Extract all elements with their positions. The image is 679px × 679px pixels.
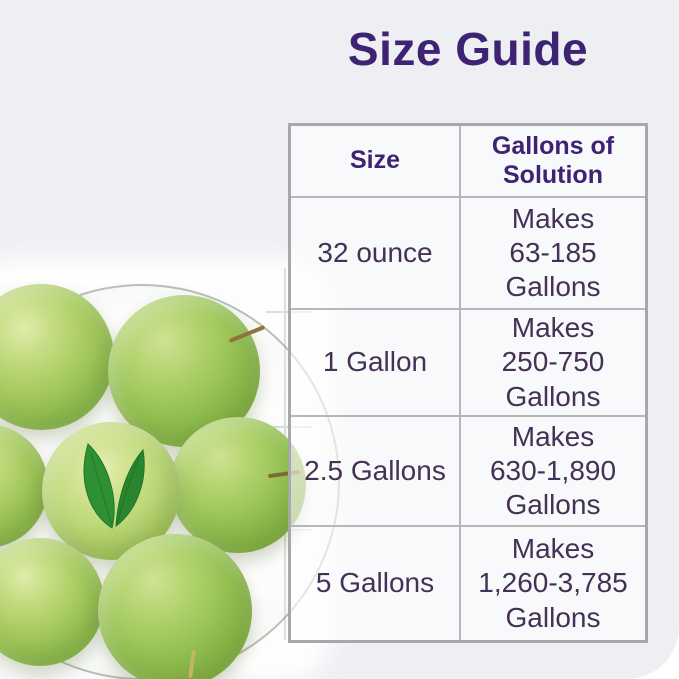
page-title: Size Guide [347,23,589,75]
gallons-cell: Makes 63-185 Gallons [461,198,645,310]
size-cell: 1 Gallon [291,310,461,417]
size-table: Size Gallons of Solution 32 ounce Makes … [288,123,648,643]
apple-bottom-left [0,538,104,666]
size-cell: 32 ounce [291,198,461,310]
apple-right [170,417,306,553]
leaf-icon [83,443,145,529]
apple-top-left [0,284,114,430]
apple-bottom [98,534,252,679]
column-header-size: Size [291,126,461,198]
size-cell: 5 Gallons [291,527,461,640]
gallons-cell: Makes 630-1,890 Gallons [461,417,645,527]
column-header-gallons: Gallons of Solution [461,126,645,198]
size-cell: 2.5 Gallons [291,417,461,527]
gallons-cell: Makes 250-750 Gallons [461,310,645,417]
gallons-cell: Makes 1,260-3,785 Gallons [461,527,645,640]
